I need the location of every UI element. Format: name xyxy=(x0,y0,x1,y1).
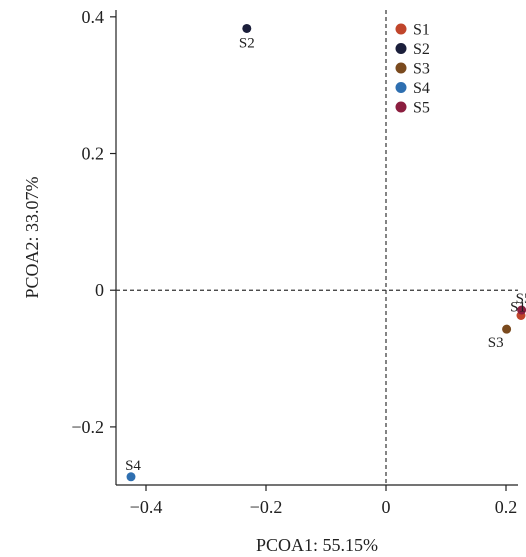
plot-frame xyxy=(115,10,518,486)
reference-lines xyxy=(116,10,518,485)
x-tick-label: −0.4 xyxy=(130,497,163,517)
legend: S1 S2 S3 S4 S5 xyxy=(395,22,430,117)
legend-marker-s1 xyxy=(395,23,407,35)
y-tick-label: 0.2 xyxy=(82,144,105,164)
legend-marker-s3 xyxy=(395,62,407,74)
legend-label-s2: S2 xyxy=(413,41,430,58)
y-tick-label: 0.4 xyxy=(82,7,105,27)
x-tick-label: 0 xyxy=(382,497,391,517)
legend-marker-s5 xyxy=(395,101,407,113)
point-label-s4: S4 xyxy=(125,458,141,474)
data-points xyxy=(126,23,526,482)
point-label-s5: S5 xyxy=(516,291,526,307)
point-label-s3: S3 xyxy=(488,335,504,351)
y-tick-label: −0.2 xyxy=(71,417,104,437)
y-axis-title: PCOA2: 33.07% xyxy=(22,176,42,298)
point-labels: S1 S2 S3 S4 S5 xyxy=(125,35,526,473)
legend-label-s3: S3 xyxy=(413,61,430,78)
point-s5 xyxy=(517,305,526,315)
x-tick-label: −0.2 xyxy=(250,497,283,517)
legend-label-s1: S1 xyxy=(413,22,430,39)
x-tick-label: 0.2 xyxy=(495,497,518,517)
x-axis-title: PCOA1: 55.15% xyxy=(256,535,378,555)
y-tick-label: 0 xyxy=(95,280,104,300)
point-label-s2: S2 xyxy=(239,35,255,51)
point-s2 xyxy=(242,23,252,33)
point-s3 xyxy=(502,324,512,334)
y-axis-ticks: −0.2 0 0.2 0.4 xyxy=(71,7,116,437)
x-axis-ticks: −0.4 −0.2 0 0.2 xyxy=(130,485,518,517)
legend-label-s4: S4 xyxy=(413,80,430,97)
legend-marker-s2 xyxy=(395,43,407,54)
point-label-s1: S1 xyxy=(510,300,526,316)
legend-label-s5: S5 xyxy=(413,100,430,117)
point-s4 xyxy=(126,472,136,482)
legend-marker-s4 xyxy=(395,82,407,93)
